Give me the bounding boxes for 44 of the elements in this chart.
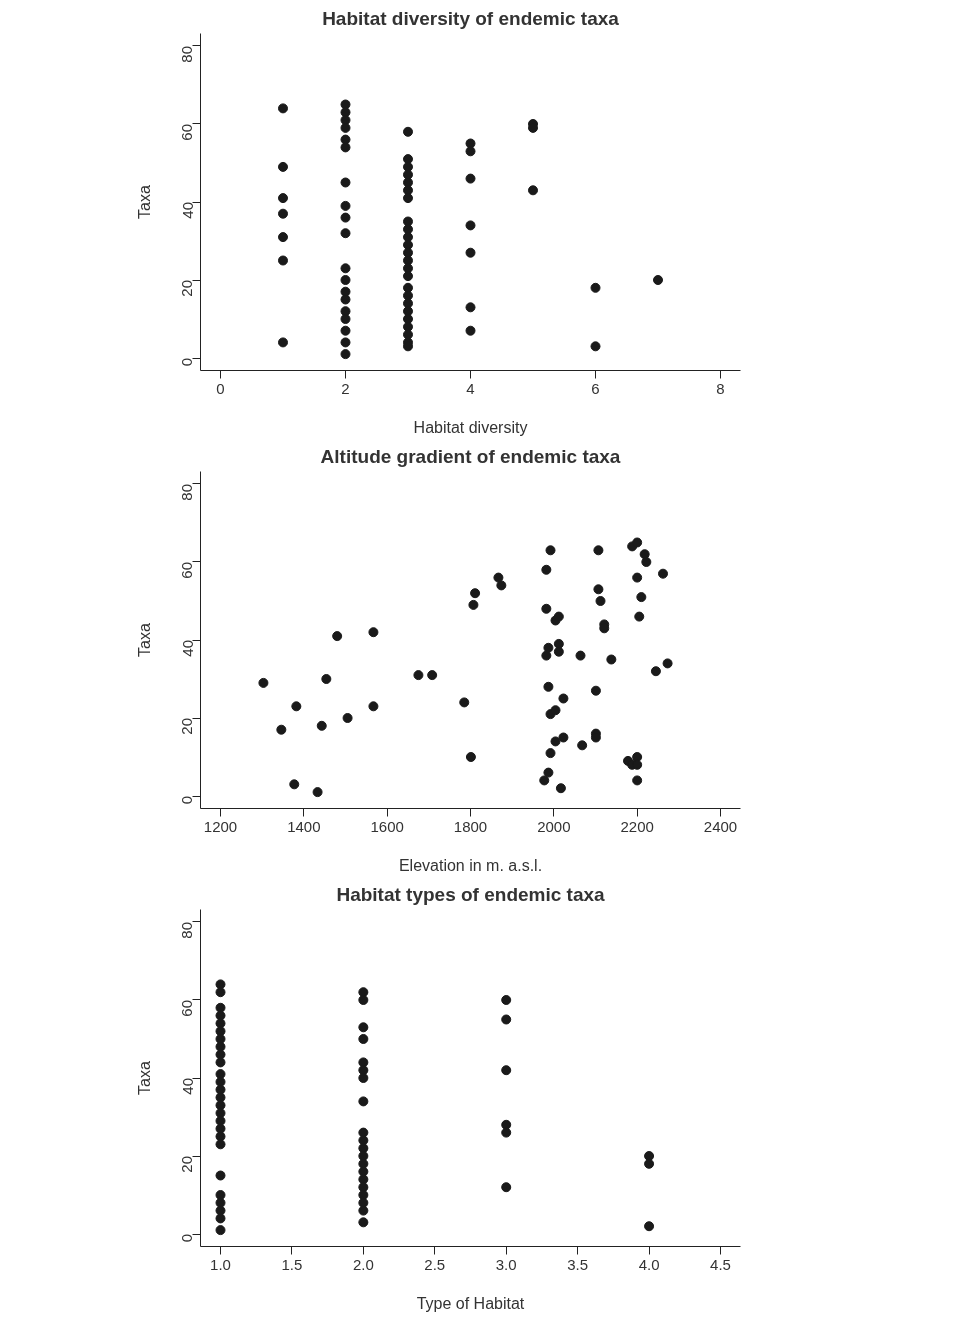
chart-title: Altitude gradient of endemic taxa bbox=[320, 445, 621, 467]
x-tick-label: 1400 bbox=[287, 817, 321, 835]
y-tick-label: 0 bbox=[178, 1234, 196, 1243]
y-tick-label: 80 bbox=[178, 483, 196, 501]
y-tick-label: 40 bbox=[178, 640, 196, 657]
x-tick-label: 2400 bbox=[703, 817, 738, 835]
x-axis-title: Elevation in m. a.s.l. bbox=[398, 856, 543, 874]
y-tick-label: 60 bbox=[178, 999, 196, 1017]
x-tick-label: 4.5 bbox=[710, 1255, 731, 1273]
x-tick-label: 2 bbox=[341, 379, 350, 397]
y-axis-title: Taxa bbox=[135, 185, 153, 219]
y-tick-label: 20 bbox=[178, 1156, 196, 1173]
y-tick-label: 40 bbox=[178, 1078, 196, 1095]
x-tick-label: 1600 bbox=[370, 817, 404, 835]
chart-title: Habitat diversity of endemic taxa bbox=[322, 7, 620, 29]
x-tick-label: 1.5 bbox=[281, 1255, 303, 1273]
x-tick-label: 4 bbox=[466, 379, 475, 397]
y-tick-label: 20 bbox=[178, 280, 196, 297]
x-tick-label: 3.0 bbox=[495, 1255, 517, 1273]
x-tick-label: 8 bbox=[716, 379, 725, 397]
y-tick-label: 80 bbox=[178, 921, 196, 939]
x-tick-label: 0 bbox=[216, 379, 225, 397]
chart-title: Habitat types of endemic taxa bbox=[336, 883, 606, 905]
y-tick-label: 60 bbox=[178, 561, 196, 579]
x-tick-label: 1800 bbox=[453, 817, 488, 835]
x-tick-label: 2.0 bbox=[352, 1255, 374, 1273]
x-tick-label: 3.5 bbox=[567, 1255, 589, 1273]
y-axis-title: Taxa bbox=[135, 623, 153, 657]
x-axis-title: Type of Habitat bbox=[416, 1294, 525, 1312]
x-tick-label: 2.5 bbox=[424, 1255, 446, 1273]
y-tick-label: 20 bbox=[178, 718, 196, 735]
x-tick-label: 6 bbox=[591, 379, 600, 397]
x-axis-title: Habitat diversity bbox=[413, 418, 528, 436]
y-tick-label: 60 bbox=[178, 123, 196, 141]
x-tick-label: 1.0 bbox=[210, 1255, 231, 1273]
x-tick-label: 4.0 bbox=[638, 1255, 660, 1273]
x-tick-label: 2000 bbox=[537, 817, 571, 835]
y-tick-label: 80 bbox=[178, 45, 196, 63]
y-tick-label: 40 bbox=[178, 202, 196, 219]
x-tick-label: 1200 bbox=[203, 817, 238, 835]
y-axis-title: Taxa bbox=[135, 1061, 153, 1095]
y-tick-label: 0 bbox=[178, 358, 196, 367]
x-tick-label: 2200 bbox=[620, 817, 654, 835]
y-tick-label: 0 bbox=[178, 796, 196, 805]
